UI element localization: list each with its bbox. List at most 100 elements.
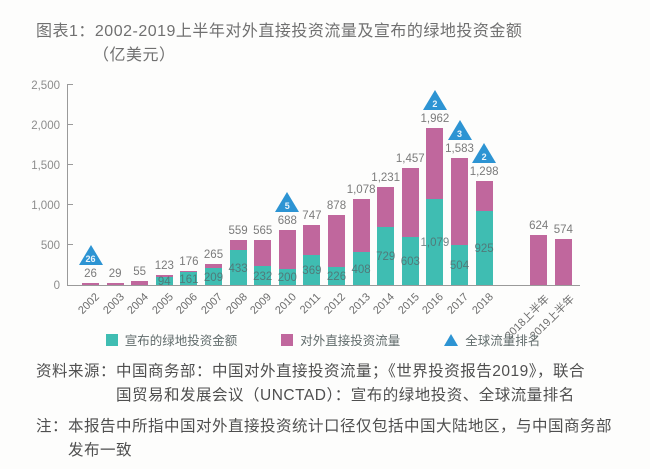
bar-total-label-2010: 688 xyxy=(277,214,297,227)
chart-title: 图表1：2002-2019上半年对外直接投资流量及宣布的绿地投资金额 （亿美元） xyxy=(36,20,522,68)
bar-total-label-2013: 1,078 xyxy=(346,183,376,196)
x-axis-label-2002: 2002 xyxy=(76,291,102,317)
bar-2019上半年 xyxy=(554,239,572,285)
bar-total-label-2003: 29 xyxy=(108,267,122,280)
bar-2003 xyxy=(106,282,124,285)
bar-2005 xyxy=(155,275,173,285)
bar-total-label-2012: 878 xyxy=(326,199,347,212)
x-axis-label-2015: 2015 xyxy=(395,291,422,317)
greenfield-segment-2014 xyxy=(377,226,395,285)
greenfield-label-2011: 369 xyxy=(302,265,322,278)
bar-2006 xyxy=(180,270,198,285)
bar-total-label-2018上半年: 624 xyxy=(529,220,549,233)
chart-title-unit: （亿美元） xyxy=(93,47,176,64)
greenfield-label-2018: 925 xyxy=(474,243,494,255)
y-axis-tick-1000 xyxy=(68,204,73,205)
y-axis-tick-1500 xyxy=(68,164,73,165)
x-axis-label-2009: 2009 xyxy=(248,291,275,317)
rank-badge-2017: 3 xyxy=(447,120,472,141)
bar-total-label-2004: 55 xyxy=(133,265,147,278)
x-axis-label-2007: 2007 xyxy=(199,291,225,317)
bar-total-label-2008: 559 xyxy=(228,225,248,238)
bar-total-label-2014: 1,231 xyxy=(371,171,401,184)
plot-area: 0 500 1,000 1,500 2,000 2,500 26 26 2002 29 2003 55… xyxy=(31,80,580,342)
bar-total-label-2011: 747 xyxy=(302,210,322,223)
y-axis-label-0: 0 xyxy=(53,280,60,292)
greenfield-label-2012: 226 xyxy=(326,270,347,283)
greenfield-label-2015: 603 xyxy=(400,255,420,268)
bar-2007 xyxy=(205,263,222,285)
source-text-line2: 国贸易和发展会议（UNCTAD）：宣布的绿地投资、全球流量排名 xyxy=(116,387,575,405)
x-axis-label-2018: 2018 xyxy=(469,291,496,317)
bar-2010 xyxy=(278,229,296,285)
footnote-label: 注： xyxy=(36,418,69,436)
greenfield-label-2009: 232 xyxy=(253,270,273,283)
bar-total-label-2006: 176 xyxy=(179,255,199,268)
x-axis-label-2011: 2011 xyxy=(298,291,324,317)
y-axis-tick-2000 xyxy=(68,124,73,125)
rank-value-2017: 3 xyxy=(456,129,462,140)
bar-2013 xyxy=(352,198,370,285)
bar-2017 xyxy=(451,158,468,285)
source-text-line1: 中国商务部：中国对外直接投资流量；《世界投资报告2019》，联合 xyxy=(116,363,585,380)
bar-2014 xyxy=(377,186,395,285)
legend-item-greenfield: 宣布的绿地投资金额 xyxy=(105,330,237,349)
greenfield-segment-2015 xyxy=(401,236,419,285)
rank-triangle-icon-2010 xyxy=(275,191,300,212)
legend-item-odi-flow: 对外直接投资流量 xyxy=(281,330,400,349)
greenfield-segment-2012 xyxy=(328,266,345,285)
footer-notes: 资料来源： 中国商务部：中国对外直接投资流量；《世界投资报告2019》，联合 国… xyxy=(36,360,631,463)
source-label: 资料来源： xyxy=(36,363,117,380)
x-axis-label-2005: 2005 xyxy=(149,291,176,317)
greenfield-segment-2018 xyxy=(475,211,493,285)
footnote: 注： 本报告中所指中国对外直接投资统计口径仅包括中国大陆地区，与中国商务部 发布… xyxy=(36,415,631,463)
rank-triangle-icon-2002 xyxy=(78,244,103,265)
x-axis-label-2010: 2010 xyxy=(272,291,299,317)
greenfield-segment-2008 xyxy=(229,250,247,285)
legend-item-rank: 全球流量排名 xyxy=(444,330,540,349)
bar-2009 xyxy=(254,239,272,285)
rank-value-2010: 5 xyxy=(284,200,290,211)
greenfield-label-2006: 161 xyxy=(179,273,199,286)
bar-2008 xyxy=(229,240,247,285)
greenfield-label-2013: 408 xyxy=(351,263,371,276)
x-axis-label-2008: 2008 xyxy=(223,291,250,317)
greenfield-segment-2011 xyxy=(303,255,321,285)
greenfield-label-2005: 94 xyxy=(157,276,171,289)
rank-value-2016: 2 xyxy=(432,99,438,110)
bar-total-label-2009: 565 xyxy=(253,224,273,237)
x-axis-label-2014: 2014 xyxy=(371,291,398,317)
greenfield-segment-2009 xyxy=(254,266,272,285)
greenfield-label-2016: 1,079 xyxy=(420,236,450,249)
x-axis-label-2013: 2013 xyxy=(346,291,373,317)
greenfield-label-2014: 729 xyxy=(376,250,396,263)
bar-2018 xyxy=(475,181,493,285)
greenfield-segment-2016 xyxy=(426,198,444,285)
y-axis-tick-2500 xyxy=(68,84,73,85)
x-axis-label-2012: 2012 xyxy=(322,291,348,317)
source-note: 资料来源： 中国商务部：中国对外直接投资流量；《世界投资报告2019》，联合 国… xyxy=(36,360,631,408)
bar-2016 xyxy=(426,128,444,285)
legend-label-rank: 全球流量排名 xyxy=(465,334,541,348)
rank-value-2018: 2 xyxy=(481,152,487,163)
rank-triangle-icon-2017 xyxy=(447,120,472,141)
rank-triangle-icon xyxy=(444,333,459,346)
x-axis-label-2006: 2006 xyxy=(174,291,201,317)
bar-total-label-2015: 1,457 xyxy=(395,153,425,166)
bar-total-label-2019上半年: 574 xyxy=(553,224,573,237)
bar-chart: 0 500 1,000 1,500 2,000 2,500 26 26 2002 29 2003 55… xyxy=(0,80,650,348)
bar-total-label-2018: 1,298 xyxy=(469,166,499,179)
rank-badge-2002: 26 xyxy=(78,244,103,265)
greenfield-segment-2017 xyxy=(451,244,468,285)
chart-title-line1: 图表1：2002-2019上半年对外直接投资流量及宣布的绿地投资金额 xyxy=(36,23,523,40)
x-axis-label-2017: 2017 xyxy=(445,291,471,317)
source-text: 中国商务部：中国对外直接投资流量；《世界投资报告2019》，联合 国贸易和发展会… xyxy=(116,360,585,408)
greenfield-label-2007: 209 xyxy=(203,271,224,284)
rank-value-2002: 26 xyxy=(85,253,96,264)
greenfield-segment-2010 xyxy=(278,269,296,285)
rank-badge-2018: 2 xyxy=(472,143,497,164)
greenfield-segment-2007 xyxy=(205,268,222,285)
bar-total-label-2017: 1,583 xyxy=(445,143,474,156)
bar-total-label-2016: 1,962 xyxy=(420,113,450,126)
